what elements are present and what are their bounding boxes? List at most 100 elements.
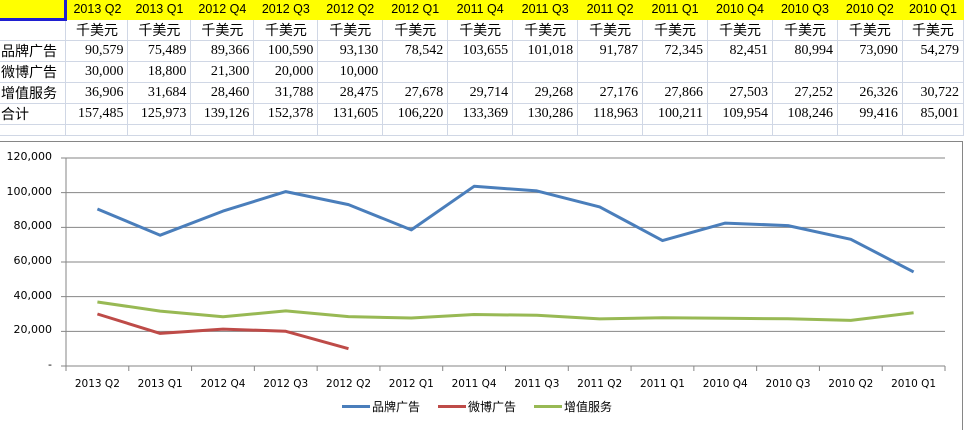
value-cell[interactable]: 18,800 <box>127 61 192 83</box>
series-line-2[interactable] <box>97 300 914 322</box>
cell[interactable] <box>577 124 644 136</box>
value-cell[interactable]: 139,126 <box>190 103 255 125</box>
column-header[interactable]: 2010 Q2 <box>837 0 903 20</box>
legend-item[interactable]: 品牌广告 <box>342 398 420 415</box>
value-cell[interactable]: 89,366 <box>190 40 255 62</box>
cell[interactable] <box>642 124 709 136</box>
value-cell[interactable]: 101,018 <box>512 40 579 62</box>
value-cell[interactable]: 130,286 <box>512 103 579 125</box>
row-label[interactable]: 增值服务 <box>0 82 67 104</box>
value-cell[interactable]: 30,000 <box>65 61 129 83</box>
value-cell[interactable]: 157,485 <box>65 103 129 125</box>
value-cell[interactable]: 133,369 <box>447 103 514 125</box>
unit-cell[interactable]: 千美元 <box>642 19 709 41</box>
line-chart[interactable]: 120,000 100,000 80,000 60,000 40,000 20,000- … <box>0 141 963 430</box>
cell[interactable] <box>902 124 964 136</box>
cell[interactable] <box>772 124 838 136</box>
value-cell[interactable]: 20,000 <box>253 61 319 83</box>
unit-cell[interactable]: 千美元 <box>253 19 319 41</box>
value-cell[interactable]: 29,714 <box>447 82 514 104</box>
series-line-1[interactable] <box>96 312 349 351</box>
column-header[interactable]: 2012 Q3 <box>253 0 319 20</box>
column-header[interactable]: 2012 Q4 <box>190 0 255 20</box>
value-cell[interactable] <box>837 61 903 83</box>
column-header[interactable]: 2011 Q3 <box>512 0 579 20</box>
value-cell[interactable]: 29,268 <box>512 82 579 104</box>
value-cell[interactable]: 152,378 <box>253 103 319 125</box>
unit-cell[interactable]: 千美元 <box>577 19 644 41</box>
value-cell[interactable] <box>382 61 449 83</box>
legend-item[interactable]: 微博广告 <box>438 398 516 415</box>
value-cell[interactable]: 28,475 <box>317 82 384 104</box>
value-cell[interactable]: 125,973 <box>127 103 192 125</box>
value-cell[interactable]: 27,866 <box>642 82 709 104</box>
cell[interactable] <box>253 124 319 136</box>
value-cell[interactable] <box>577 61 644 83</box>
value-cell[interactable]: 82,451 <box>707 40 773 62</box>
value-cell[interactable] <box>512 61 579 83</box>
value-cell[interactable]: 73,090 <box>837 40 903 62</box>
value-cell[interactable]: 100,590 <box>253 40 319 62</box>
value-cell[interactable]: 27,503 <box>707 82 773 104</box>
unit-cell[interactable]: 千美元 <box>382 19 449 41</box>
unit-cell[interactable]: 千美元 <box>772 19 838 41</box>
legend-item[interactable]: 增值服务 <box>534 398 612 415</box>
value-cell[interactable]: 109,954 <box>707 103 773 125</box>
cell[interactable] <box>127 124 192 136</box>
value-cell[interactable]: 80,994 <box>772 40 838 62</box>
column-header[interactable]: 2011 Q4 <box>447 0 514 20</box>
value-cell[interactable]: 75,489 <box>127 40 192 62</box>
unit-cell[interactable]: 千美元 <box>902 19 964 41</box>
value-cell[interactable]: 103,655 <box>447 40 514 62</box>
cell[interactable] <box>190 124 255 136</box>
unit-cell[interactable]: 千美元 <box>190 19 255 41</box>
value-cell[interactable]: 31,684 <box>127 82 192 104</box>
unit-cell[interactable]: 千美元 <box>837 19 903 41</box>
column-header[interactable]: 2011 Q1 <box>642 0 709 20</box>
value-cell[interactable]: 72,345 <box>642 40 709 62</box>
selected-cell[interactable] <box>0 0 68 21</box>
cell[interactable] <box>0 124 67 136</box>
value-cell[interactable]: 27,252 <box>772 82 838 104</box>
unit-cell[interactable]: 千美元 <box>127 19 192 41</box>
value-cell[interactable]: 108,246 <box>772 103 838 125</box>
value-cell[interactable]: 30,722 <box>902 82 964 104</box>
value-cell[interactable]: 99,416 <box>837 103 903 125</box>
value-cell[interactable] <box>772 61 838 83</box>
cell[interactable] <box>707 124 773 136</box>
row-label[interactable]: 品牌广告 <box>0 40 67 62</box>
unit-cell[interactable]: 千美元 <box>707 19 773 41</box>
value-cell[interactable] <box>707 61 773 83</box>
value-cell[interactable]: 21,300 <box>190 61 255 83</box>
column-header[interactable]: 2010 Q4 <box>707 0 773 20</box>
value-cell[interactable]: 91,787 <box>577 40 644 62</box>
value-cell[interactable] <box>447 61 514 83</box>
value-cell[interactable]: 85,001 <box>902 103 964 125</box>
cell[interactable] <box>447 124 514 136</box>
value-cell[interactable]: 78,542 <box>382 40 449 62</box>
value-cell[interactable] <box>902 61 964 83</box>
cell[interactable] <box>317 124 384 136</box>
series-line-0[interactable] <box>96 184 915 274</box>
value-cell[interactable]: 10,000 <box>317 61 384 83</box>
value-cell[interactable]: 100,211 <box>642 103 709 125</box>
column-header[interactable]: 2013 Q2 <box>65 0 129 20</box>
value-cell[interactable]: 27,678 <box>382 82 449 104</box>
column-header[interactable]: 2012 Q2 <box>317 0 384 20</box>
column-header[interactable]: 2013 Q1 <box>127 0 192 20</box>
unit-cell[interactable]: 千美元 <box>512 19 579 41</box>
value-cell[interactable]: 54,279 <box>902 40 964 62</box>
cell[interactable] <box>65 124 129 136</box>
row-label[interactable]: 微博广告 <box>0 61 67 83</box>
value-cell[interactable] <box>642 61 709 83</box>
value-cell[interactable]: 106,220 <box>382 103 449 125</box>
value-cell[interactable]: 28,460 <box>190 82 255 104</box>
unit-cell[interactable]: 千美元 <box>447 19 514 41</box>
cell[interactable] <box>512 124 579 136</box>
cell[interactable] <box>0 19 67 41</box>
row-label[interactable]: 合计 <box>0 103 67 125</box>
unit-cell[interactable]: 千美元 <box>317 19 384 41</box>
value-cell[interactable]: 26,326 <box>837 82 903 104</box>
value-cell[interactable]: 90,579 <box>65 40 129 62</box>
cell[interactable] <box>837 124 903 136</box>
